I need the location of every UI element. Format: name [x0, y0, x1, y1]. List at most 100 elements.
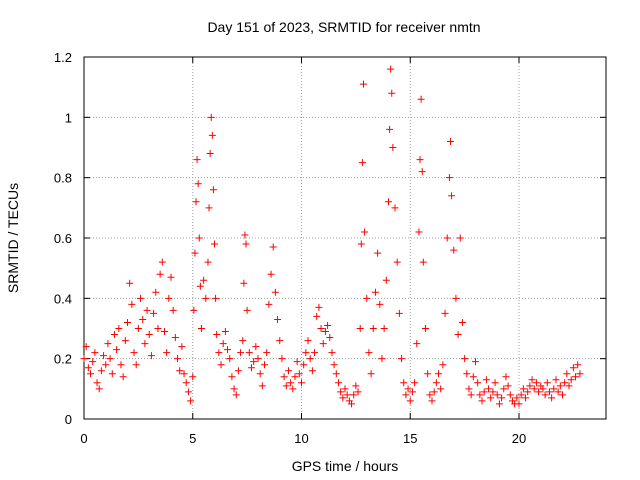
- data-point: [110, 331, 118, 339]
- data-point: [261, 361, 269, 369]
- data-point: [415, 228, 423, 236]
- data-point: [87, 370, 95, 378]
- data-point: [437, 385, 445, 393]
- data-point: [254, 355, 262, 363]
- data-point: [167, 273, 175, 281]
- data-point: [95, 385, 103, 393]
- data-point: [432, 379, 440, 387]
- data-point: [197, 325, 205, 332]
- data-point: [240, 279, 248, 287]
- data-point: [119, 373, 127, 381]
- x-tick-label: 15: [403, 431, 417, 446]
- data-point: [193, 156, 201, 164]
- data-point: [302, 349, 310, 357]
- data-point: [343, 391, 351, 399]
- data-point: [413, 340, 421, 348]
- data-point: [461, 355, 469, 363]
- data-point: [121, 337, 129, 345]
- data-point: [524, 388, 532, 396]
- data-point: [450, 246, 458, 254]
- data-point: [304, 337, 312, 345]
- data-point: [502, 373, 510, 381]
- data-point: [241, 231, 249, 239]
- data-point: [106, 355, 114, 363]
- data-point: [308, 367, 316, 375]
- data-point: [211, 240, 218, 248]
- data-point: [313, 312, 321, 320]
- data-point: [513, 394, 521, 402]
- data-point: [361, 228, 369, 236]
- data-point: [206, 150, 214, 158]
- data-point: [419, 258, 427, 266]
- data-point: [430, 388, 438, 396]
- data-point: [228, 373, 236, 381]
- data-point: [282, 382, 290, 390]
- data-point: [472, 358, 479, 366]
- data-point: [495, 400, 503, 408]
- data-point: [330, 361, 338, 369]
- data-point: [278, 355, 286, 363]
- data-point: [219, 340, 227, 348]
- data-point: [376, 300, 384, 308]
- data-point: [128, 300, 136, 308]
- data-point: [469, 373, 477, 381]
- data-point: [184, 388, 192, 396]
- data-point: [93, 379, 101, 387]
- data-point: [280, 373, 288, 381]
- data-point: [176, 367, 184, 375]
- data-point: [485, 385, 493, 393]
- data-point: [474, 379, 482, 387]
- data-point: [143, 306, 151, 314]
- data-point: [519, 385, 527, 393]
- data-point: [411, 379, 419, 387]
- data-point: [274, 315, 282, 323]
- data-point: [371, 288, 379, 296]
- data-point: [276, 337, 284, 345]
- data-point: [359, 80, 367, 88]
- data-point: [139, 315, 147, 323]
- data-point: [458, 318, 466, 326]
- data-point: [152, 288, 160, 296]
- data-point: [530, 385, 538, 393]
- data-point: [269, 243, 277, 251]
- data-point: [192, 198, 200, 206]
- data-point: [424, 370, 432, 378]
- x-tick-label: 20: [512, 431, 526, 446]
- data-point: [350, 391, 358, 399]
- data-point: [339, 394, 347, 402]
- data-point: [493, 391, 501, 399]
- y-tick-label: 0.4: [54, 291, 72, 306]
- x-tick-label: 5: [189, 431, 196, 446]
- data-point: [234, 367, 242, 375]
- data-point: [552, 376, 560, 384]
- data-point: [194, 180, 202, 188]
- data-point: [171, 334, 179, 342]
- data-point: [559, 391, 566, 399]
- data-point: [569, 364, 577, 372]
- data-point: [319, 340, 327, 348]
- data-point: [115, 325, 123, 332]
- data-point: [102, 361, 110, 369]
- data-point: [480, 388, 488, 396]
- data-point: [572, 373, 580, 381]
- data-point: [356, 325, 364, 332]
- data-point: [150, 309, 158, 317]
- data-point: [124, 318, 131, 326]
- data-point: [202, 294, 210, 302]
- data-point: [526, 382, 534, 390]
- data-point: [439, 361, 447, 369]
- data-point: [200, 276, 208, 284]
- data-point: [178, 343, 186, 351]
- axis-ticks: 0 0.2 0.4 0.6 0.8 1 1.2 0 5 10 15 20: [54, 50, 606, 446]
- data-point: [256, 370, 264, 378]
- data-point: [387, 65, 395, 73]
- data-point: [556, 382, 564, 390]
- y-tick-label: 1.2: [54, 50, 72, 65]
- data-point: [535, 388, 543, 396]
- data-point: [428, 397, 436, 405]
- data-point: [252, 343, 260, 351]
- data-point: [154, 325, 162, 332]
- data-point: [113, 346, 121, 354]
- data-point: [489, 388, 497, 396]
